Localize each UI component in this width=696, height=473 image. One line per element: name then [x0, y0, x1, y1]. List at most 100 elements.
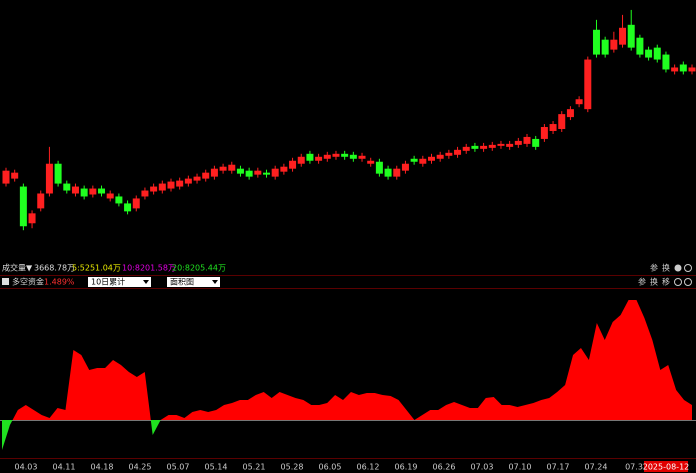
candle-body [558, 114, 566, 129]
candle-body [89, 188, 97, 195]
x-tick-label: 07.10 [509, 463, 532, 472]
x-tick-label: 07.17 [547, 463, 570, 472]
candle-body [653, 47, 661, 60]
current-date: 2025-08-12 [643, 463, 690, 472]
volume-value: 3668.78万 [34, 264, 75, 273]
candle-body [158, 183, 166, 191]
candle-body [506, 143, 514, 147]
candle-body [384, 168, 392, 177]
candle-body [280, 166, 288, 172]
candle-body [375, 161, 383, 174]
candle-body [323, 154, 331, 159]
candle-body [393, 168, 401, 177]
x-tick-label: 06.26 [433, 463, 456, 472]
candle-body [549, 124, 557, 131]
candle-body [419, 158, 427, 164]
candle-body [184, 178, 192, 184]
candle-body [688, 67, 696, 72]
candle-body [254, 170, 262, 175]
x-tick-label: 06.12 [357, 463, 380, 472]
candle-body [98, 188, 106, 194]
volume-ma: 20:8205.44万 [172, 264, 226, 273]
x-tick-label: 07.3 [625, 463, 643, 472]
candle-body [636, 37, 644, 55]
style-text: 面积图 [170, 277, 194, 287]
x-tick-label: 06.19 [395, 463, 418, 472]
candle-body [610, 39, 618, 50]
x-tick-label: 06.05 [319, 463, 342, 472]
candle-body [645, 49, 653, 58]
x-tick-label: 04.11 [53, 463, 76, 472]
candle-body [462, 146, 470, 151]
x-tick-label: 05.07 [167, 463, 190, 472]
candle-body [11, 172, 19, 179]
candle-body [341, 153, 349, 157]
candle-body [401, 163, 409, 171]
candle-body [219, 166, 227, 171]
candle-body [619, 27, 627, 45]
candle-body [627, 24, 635, 48]
candle-body [236, 168, 244, 174]
candle-body [575, 99, 583, 105]
x-tick-label: 04.18 [91, 463, 114, 472]
candle-body [45, 163, 53, 194]
period-dropdown[interactable] [88, 277, 151, 287]
candle-body [37, 193, 45, 209]
toolbar-button[interactable]: 换 [662, 263, 670, 273]
candle-body [367, 160, 375, 164]
toolbar-button[interactable]: 移 [662, 277, 670, 287]
volume-label: 成交量▼ [2, 263, 33, 273]
toolbar-button[interactable]: 参 [638, 277, 646, 287]
candle-body [662, 54, 670, 70]
x-tick-label: 05.28 [281, 463, 304, 472]
candle-body [19, 186, 27, 227]
zoom-icon[interactable] [684, 278, 692, 286]
candle-body [584, 59, 592, 110]
x-tick-label: 04.25 [129, 463, 152, 472]
candle-body [245, 170, 253, 177]
candle-body [80, 188, 88, 197]
candle-body [471, 145, 479, 149]
candle-body [132, 198, 140, 209]
candle-body [497, 143, 505, 146]
toolbar-button[interactable]: 换 [650, 277, 658, 287]
candle-body [315, 156, 323, 161]
x-tick-label: 07.03 [471, 463, 494, 472]
candle-body [176, 180, 184, 187]
candle-body [115, 196, 123, 204]
x-tick-label: 05.14 [205, 463, 228, 472]
candle-body [566, 109, 574, 118]
candle-body [289, 160, 297, 169]
candle-body [523, 136, 531, 144]
area-positive [2, 300, 692, 420]
candle-body [671, 67, 679, 72]
candle-body [601, 39, 609, 55]
candle-body [202, 172, 210, 179]
volume-ma: 5:5251.04万 [72, 264, 121, 273]
volume-ma: 10:8201.58万 [122, 264, 176, 273]
candle-body [193, 176, 201, 181]
zoom-icon[interactable] [684, 264, 692, 272]
candle-body [228, 164, 236, 171]
candle-body [514, 140, 522, 145]
candle-body [28, 213, 36, 224]
candle-body [263, 172, 271, 175]
candle-body [540, 127, 548, 139]
candle-body [106, 193, 114, 199]
candle-body [150, 186, 158, 192]
indicator-icon[interactable] [2, 278, 9, 285]
indicator-name: 多空资金 [12, 277, 44, 287]
candle-body [427, 156, 435, 161]
dropdown-arrow [212, 280, 218, 284]
candle-body [436, 154, 444, 159]
favorite-icon[interactable] [674, 264, 682, 272]
favorite-icon[interactable] [674, 278, 682, 286]
toolbar-button[interactable]: 参 [650, 263, 658, 273]
candle-body [532, 138, 540, 147]
style-dropdown[interactable] [167, 277, 220, 287]
dropdown-arrow [143, 280, 149, 284]
candle-body [210, 168, 218, 177]
candle-body [297, 156, 305, 164]
